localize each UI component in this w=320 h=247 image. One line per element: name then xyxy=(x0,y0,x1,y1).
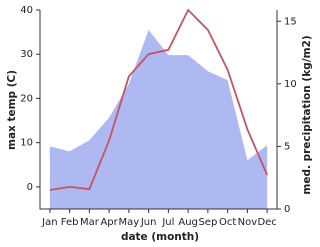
x-tick-label: Jul xyxy=(161,217,174,228)
temperature-line xyxy=(49,8,268,191)
plot-frame xyxy=(39,10,278,210)
y-tick-label: 0 xyxy=(27,182,33,193)
x-tick-label: Jan xyxy=(41,217,57,228)
y-tick-label: 30 xyxy=(20,49,33,60)
x-tick-label: Nov xyxy=(238,217,258,228)
x-axis-title: date (month) xyxy=(121,231,199,243)
y-tick-label: 40 xyxy=(20,5,33,16)
x-tick-label: Oct xyxy=(219,217,236,228)
x-tick-label: May xyxy=(119,217,140,228)
precipitation-area xyxy=(49,30,268,209)
y2-axis-title: med. precipitation (kg/m2) xyxy=(301,35,313,194)
y2-tick-label: 5 xyxy=(284,141,290,152)
x-tick-label: Feb xyxy=(61,217,79,228)
x-tick-label: Aug xyxy=(178,217,198,228)
y2-tick-label: 10 xyxy=(284,79,297,90)
y-tick-label: 20 xyxy=(20,93,33,104)
y2-tick-label: 15 xyxy=(284,16,297,27)
y2-tick-label: 0 xyxy=(284,204,290,215)
y-axis-title: max temp (C) xyxy=(6,70,18,150)
x-tick-label: Jun xyxy=(140,217,157,228)
x-tick-label: Sep xyxy=(198,217,217,228)
x-tick-label: Apr xyxy=(100,217,118,228)
x-tick-label: Dec xyxy=(257,217,276,228)
y-tick-label: 10 xyxy=(20,138,33,149)
x-tick-label: Mar xyxy=(80,217,100,228)
